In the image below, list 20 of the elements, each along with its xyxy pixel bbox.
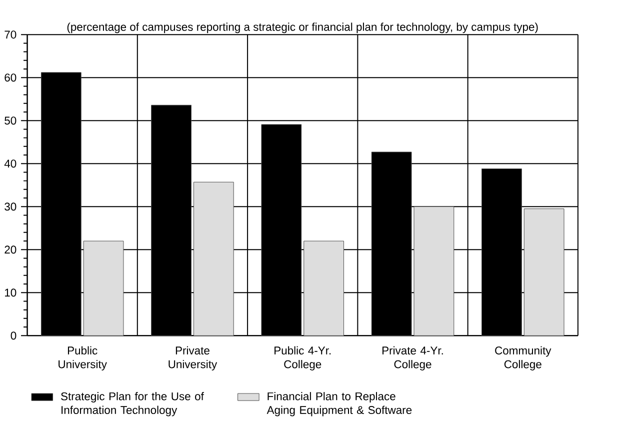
x-tick-label: Public University	[58, 346, 107, 370]
chart-subtitle: (percentage of campuses reporting a strategic or financial plan for technology, by campus type)	[67, 22, 538, 34]
y-tick-label: 60	[4, 74, 16, 82]
legend-label: Financial Plan to Replace Aging Equipment & Software	[266, 392, 412, 416]
bar	[304, 240, 344, 336]
x-tick-label: Public 4-Yr. College	[274, 346, 331, 370]
y-tick-label: 10	[5, 288, 16, 297]
y-tick-label: 70	[4, 30, 16, 39]
x-tick-label: Community College	[495, 346, 552, 370]
bar	[83, 240, 124, 336]
x-tick-label: Private 4-Yr. College	[382, 346, 443, 370]
legend-label: Strategic Plan for the Use of Information Technology	[61, 392, 204, 416]
y-tick-label: 30	[4, 202, 16, 211]
y-tick-label: 40	[4, 160, 16, 168]
y-tick-label: 20	[4, 246, 16, 254]
y-tick-label: 50	[4, 116, 16, 125]
bar	[193, 182, 234, 336]
x-tick-label: Private University	[168, 346, 218, 370]
y-tick-label: 0	[10, 332, 16, 340]
bar	[524, 208, 564, 336]
